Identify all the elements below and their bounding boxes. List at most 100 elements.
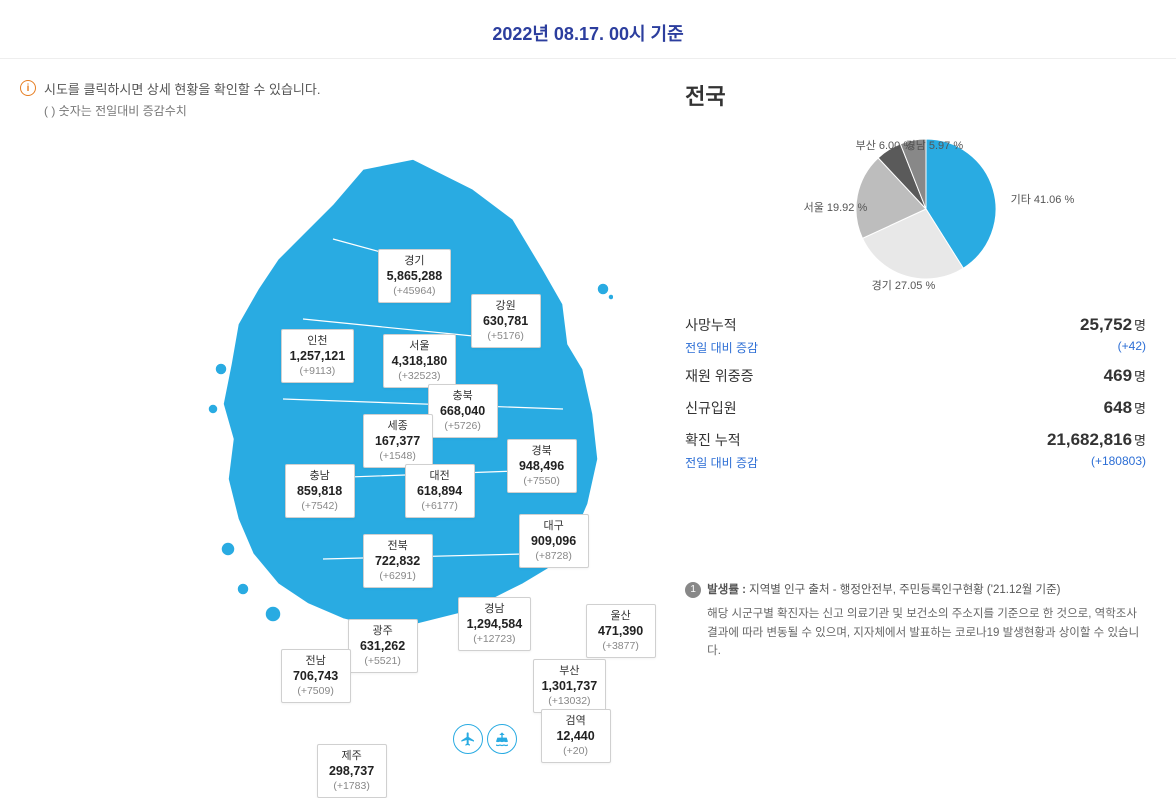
region-value: 1,301,737 — [542, 678, 598, 694]
region-value: 706,743 — [290, 668, 342, 684]
region-label-seoul[interactable]: 서울4,318,180(+32523) — [383, 334, 457, 388]
region-label-gyeongnam[interactable]: 경남1,294,584(+12723) — [458, 597, 532, 651]
pie-label: 서울 19.92 % — [804, 199, 868, 215]
stat-label: 확진 누적 — [685, 430, 740, 450]
region-name: 경북 — [516, 444, 568, 458]
region-name: 울산 — [595, 609, 647, 623]
region-delta: (+6177) — [414, 500, 466, 514]
region-name: 전북 — [372, 539, 424, 553]
region-label-chungnam[interactable]: 충남859,818(+7542) — [285, 464, 355, 518]
footnote-bold: 발생률 : — [707, 584, 746, 596]
region-delta: (+45964) — [387, 285, 443, 299]
region-name: 제주 — [326, 749, 378, 763]
region-name: 세종 — [372, 419, 424, 433]
region-label-check[interactable]: 검역12,440(+20) — [541, 709, 611, 763]
region-name: 검역 — [550, 714, 602, 728]
region-value: 722,832 — [372, 553, 424, 569]
stat-value: 21,682,816 — [1047, 430, 1132, 449]
stat-sub-row: 전일 대비 증감(+180803) — [685, 454, 1146, 471]
region-label-chungbuk[interactable]: 충북668,040(+5726) — [428, 384, 498, 438]
region-value: 4,318,180 — [392, 353, 448, 369]
region-name: 경기 — [387, 254, 443, 268]
map-area: 경기5,865,288(+45964)강원630,781(+5176)인천1,2… — [63, 119, 623, 679]
airplane-icon — [453, 724, 483, 754]
notice-text: 시도를 클릭하시면 상세 현황을 확인할 수 있습니다. — [44, 79, 320, 98]
region-delta: (+5726) — [437, 420, 489, 434]
region-name: 서울 — [392, 339, 448, 353]
region-name: 충남 — [294, 469, 346, 483]
region-label-daejeon[interactable]: 대전618,894(+6177) — [405, 464, 475, 518]
region-value: 948,496 — [516, 458, 568, 474]
stat-unit: 명 — [1134, 318, 1146, 333]
stat-sub-label[interactable]: 전일 대비 증감 — [685, 339, 758, 356]
region-value: 471,390 — [595, 623, 647, 639]
region-label-jeju[interactable]: 제주298,737(+1783) — [317, 744, 387, 798]
stat-value: 25,752 — [1080, 315, 1132, 334]
region-label-gyeongbuk[interactable]: 경북948,496(+7550) — [507, 439, 577, 493]
region-label-gwangju[interactable]: 광주631,262(+5521) — [348, 619, 418, 673]
ship-icon — [487, 724, 517, 754]
region-label-jeonbuk[interactable]: 전북722,832(+6291) — [363, 534, 433, 588]
region-delta: (+13032) — [542, 695, 598, 709]
region-label-incheon[interactable]: 인천1,257,121(+9113) — [281, 329, 355, 383]
stat-row: 확진 누적21,682,816명 — [685, 424, 1146, 456]
footnote-num-icon: 1 — [685, 582, 701, 598]
stat-row: 재원 위중증 469명 — [685, 360, 1146, 392]
region-name: 대구 — [528, 519, 580, 533]
stat-row: 신규입원648명 — [685, 392, 1146, 424]
region-label-sejong[interactable]: 세종167,377(+1548) — [363, 414, 433, 468]
region-value: 1,257,121 — [290, 348, 346, 364]
region-delta: (+6291) — [372, 570, 424, 584]
region-value: 630,781 — [480, 313, 532, 329]
region-delta: (+9113) — [290, 365, 346, 379]
stat-label: 재원 위중증 — [685, 366, 753, 386]
region-label-gangwon[interactable]: 강원630,781(+5176) — [471, 294, 541, 348]
header: 2022년 08.17. 00시 기준 — [0, 0, 1176, 59]
stat-sub-label[interactable]: 전일 대비 증감 — [685, 454, 758, 471]
region-name: 부산 — [542, 664, 598, 678]
region-delta: (+3877) — [595, 640, 647, 654]
region-label-jeonnam[interactable]: 전남706,743(+7509) — [281, 649, 351, 703]
nationwide-title: 전국 — [685, 79, 1146, 111]
region-value: 5,865,288 — [387, 268, 443, 284]
region-delta: (+1548) — [372, 450, 424, 464]
stats-list: 사망누적25,752명전일 대비 증감(+42)재원 위중증469명신규입원64… — [685, 309, 1146, 471]
region-value: 618,894 — [414, 483, 466, 499]
region-label-daegu[interactable]: 대구909,096(+8728) — [519, 514, 589, 568]
pie-label: 부산 6.00 % — [856, 137, 914, 153]
left-column: i 시도를 클릭하시면 상세 현황을 확인할 수 있습니다. ( ) 숫자는 전… — [20, 79, 665, 679]
stat-value: 648 — [1104, 398, 1132, 417]
region-value: 298,737 — [326, 763, 378, 779]
region-label-ulsan[interactable]: 울산471,390(+3877) — [586, 604, 656, 658]
pie-chart: 기타 41.06 % 경기 27.05 % 서울 19.92 % 부산 6.00 %경… — [756, 119, 1076, 299]
region-name: 인천 — [290, 334, 346, 348]
stat-label: 사망누적 — [685, 315, 737, 335]
pie-label: 경남 5.97 % — [906, 137, 964, 153]
region-delta: (+5176) — [480, 330, 532, 344]
quarantine-icons — [453, 724, 517, 754]
main: i 시도를 클릭하시면 상세 현황을 확인할 수 있습니다. ( ) 숫자는 전… — [0, 59, 1176, 679]
region-name: 경남 — [467, 602, 523, 616]
region-value: 668,040 — [437, 403, 489, 419]
region-value: 909,096 — [528, 533, 580, 549]
region-delta: (+5521) — [357, 655, 409, 669]
region-value: 859,818 — [294, 483, 346, 499]
region-label-gyeonggi[interactable]: 경기5,865,288(+45964) — [378, 249, 452, 303]
pie-label: 기타 41.06 % — [1011, 191, 1075, 207]
region-label-busan[interactable]: 부산1,301,737(+13032) — [533, 659, 607, 713]
stat-unit: 명 — [1134, 369, 1146, 384]
region-value: 12,440 — [550, 728, 602, 744]
region-delta: (+7509) — [290, 685, 342, 699]
region-name: 충북 — [437, 389, 489, 403]
pie-label: 경기 27.05 % — [872, 277, 936, 293]
notice-sub: ( ) 숫자는 전일대비 증감수치 — [44, 102, 665, 119]
footnote-body: 해당 시군구별 확진자는 신고 의료기관 및 보건소의 주소지를 기준으로 한 … — [707, 605, 1146, 660]
stat-sub-value: (+42) — [1118, 339, 1146, 356]
region-delta: (+1783) — [326, 780, 378, 794]
region-delta: (+32523) — [392, 370, 448, 384]
region-name: 강원 — [480, 299, 532, 313]
region-value: 1,294,584 — [467, 616, 523, 632]
region-delta: (+7550) — [516, 475, 568, 489]
region-name: 광주 — [357, 624, 409, 638]
stat-value: 469 — [1104, 366, 1132, 385]
